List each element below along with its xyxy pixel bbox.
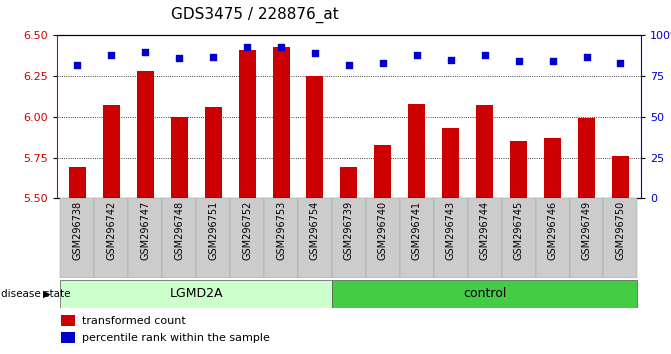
Bar xyxy=(544,138,561,198)
Text: GSM296753: GSM296753 xyxy=(276,201,286,260)
Point xyxy=(344,62,354,68)
Bar xyxy=(162,198,196,278)
Point xyxy=(446,57,456,63)
Bar xyxy=(510,141,527,198)
Point xyxy=(208,54,219,59)
Text: LGMD2A: LGMD2A xyxy=(170,287,223,300)
Text: GSM296744: GSM296744 xyxy=(480,201,490,260)
Text: GSM296751: GSM296751 xyxy=(208,201,218,260)
Text: GSM296741: GSM296741 xyxy=(412,201,422,260)
Bar xyxy=(170,117,188,198)
Point xyxy=(547,59,558,64)
Bar xyxy=(476,105,493,198)
Bar xyxy=(264,198,298,278)
Bar xyxy=(60,198,95,278)
Point xyxy=(309,51,320,56)
Bar xyxy=(60,332,74,343)
Text: GSM296746: GSM296746 xyxy=(548,201,558,260)
Bar xyxy=(468,198,502,278)
Text: GSM296749: GSM296749 xyxy=(582,201,592,260)
Bar xyxy=(400,198,433,278)
Bar xyxy=(69,167,86,198)
Bar xyxy=(128,198,162,278)
Bar xyxy=(502,198,535,278)
Point xyxy=(581,54,592,59)
Bar xyxy=(196,198,230,278)
Point xyxy=(242,44,252,50)
Text: GSM296745: GSM296745 xyxy=(513,201,523,260)
Point xyxy=(106,52,117,58)
Bar xyxy=(332,280,637,308)
Bar xyxy=(578,119,595,198)
Bar xyxy=(374,144,391,198)
Bar xyxy=(612,156,629,198)
Text: GSM296754: GSM296754 xyxy=(310,201,320,260)
Point xyxy=(479,52,490,58)
Point xyxy=(276,44,287,50)
Bar xyxy=(409,104,425,198)
Bar xyxy=(103,105,120,198)
Bar xyxy=(570,198,603,278)
Text: GSM296752: GSM296752 xyxy=(242,201,252,260)
Point xyxy=(174,55,185,61)
Text: GSM296747: GSM296747 xyxy=(140,201,150,260)
Text: control: control xyxy=(463,287,507,300)
Text: disease state: disease state xyxy=(1,289,70,299)
Bar xyxy=(298,198,332,278)
Text: transformed count: transformed count xyxy=(82,316,185,326)
Bar xyxy=(603,198,637,278)
Bar xyxy=(230,198,264,278)
Point xyxy=(140,49,151,55)
Bar xyxy=(272,47,289,198)
Bar xyxy=(95,198,128,278)
Point xyxy=(615,60,626,66)
Bar xyxy=(366,198,400,278)
Text: ▶: ▶ xyxy=(43,289,50,299)
Point xyxy=(378,60,389,66)
Bar xyxy=(332,198,366,278)
Text: GSM296740: GSM296740 xyxy=(378,201,388,260)
Text: GSM296750: GSM296750 xyxy=(615,201,625,260)
Text: GSM296738: GSM296738 xyxy=(72,201,83,260)
Point xyxy=(411,52,422,58)
Bar xyxy=(60,280,332,308)
Text: GSM296743: GSM296743 xyxy=(446,201,456,260)
Text: GSM296742: GSM296742 xyxy=(106,201,116,260)
Point xyxy=(72,62,83,68)
Bar xyxy=(307,76,323,198)
Bar xyxy=(442,128,459,198)
Text: GSM296739: GSM296739 xyxy=(344,201,354,260)
Bar xyxy=(535,198,570,278)
Bar xyxy=(137,71,154,198)
Point xyxy=(513,59,524,64)
Text: GSM296748: GSM296748 xyxy=(174,201,185,260)
Text: percentile rank within the sample: percentile rank within the sample xyxy=(82,333,270,343)
Text: GDS3475 / 228876_at: GDS3475 / 228876_at xyxy=(171,7,339,23)
Bar xyxy=(340,167,358,198)
Bar xyxy=(239,50,256,198)
Bar xyxy=(205,107,221,198)
Bar xyxy=(60,315,74,326)
Bar xyxy=(433,198,468,278)
